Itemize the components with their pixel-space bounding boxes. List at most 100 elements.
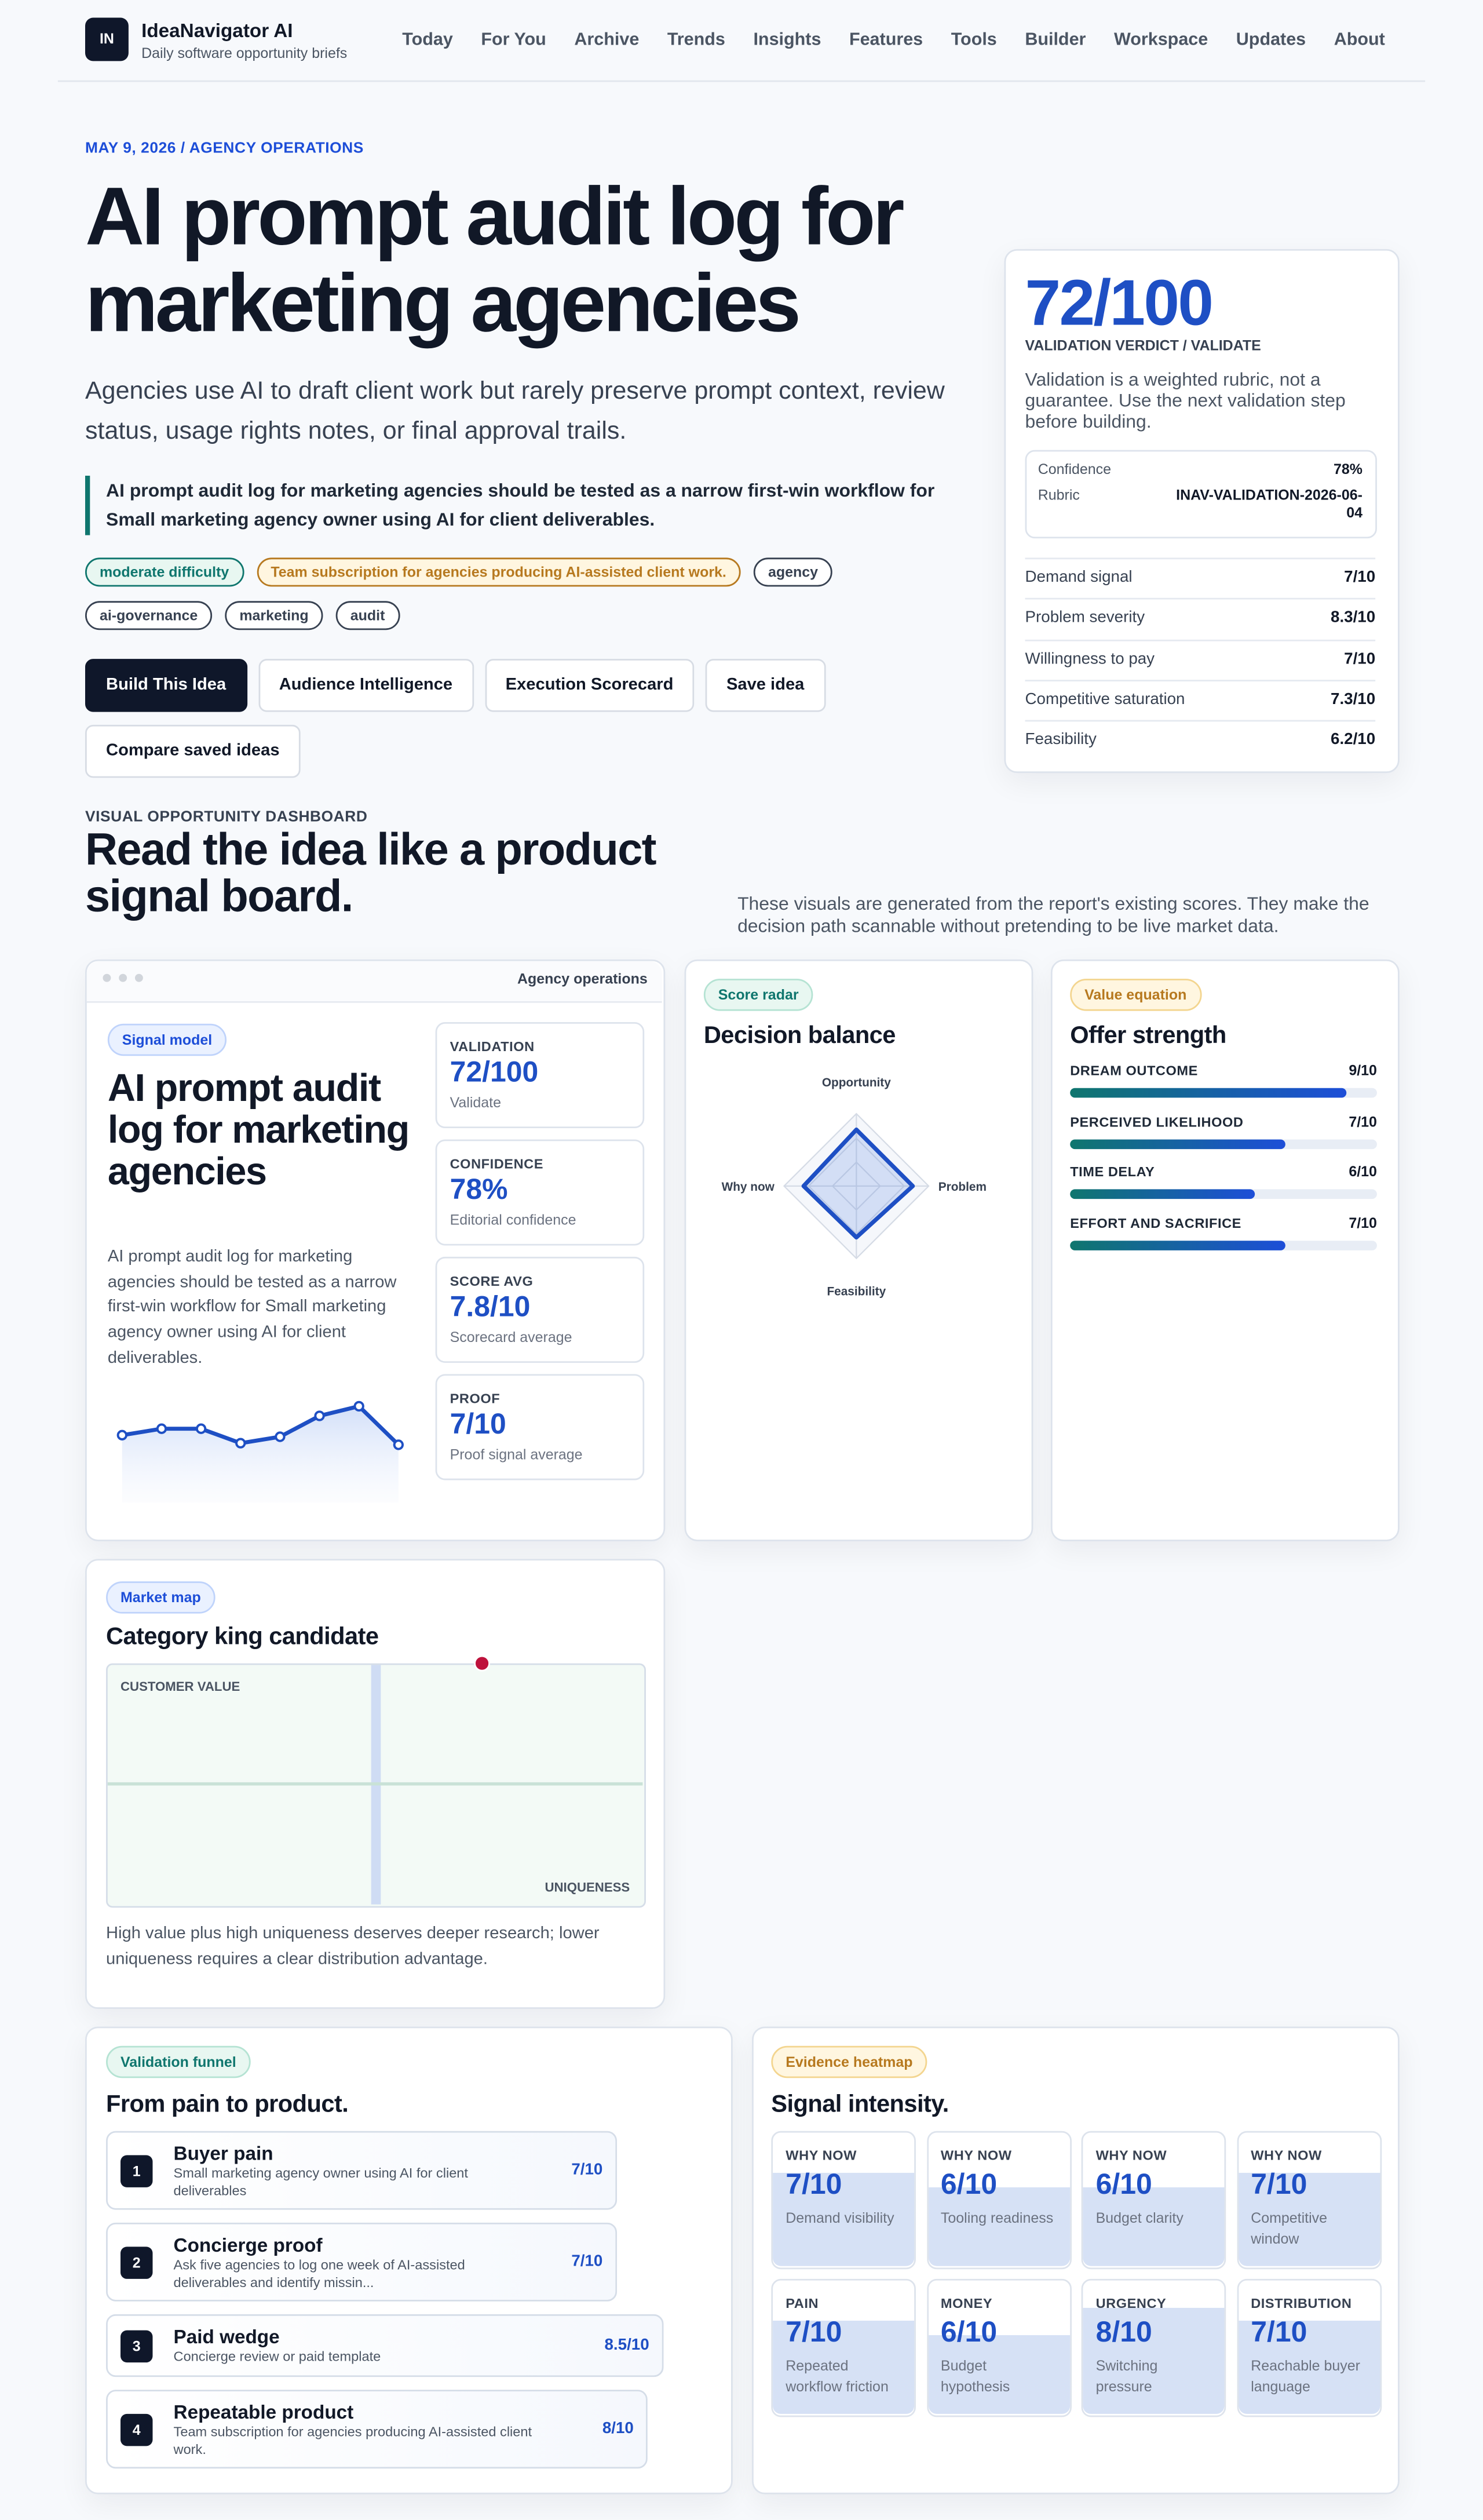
button[interactable]: Execution Scorecard xyxy=(484,659,695,712)
row-value: 7/10 xyxy=(1344,568,1376,587)
market-dot xyxy=(474,1655,490,1672)
metric-box xyxy=(435,1374,645,1480)
heat-label: WHY NOW xyxy=(940,2147,1012,2164)
step-score: 8.5/10 xyxy=(604,2336,649,2354)
card-title: Category king candidate xyxy=(106,1623,379,1651)
heat-label: MONEY xyxy=(940,2295,993,2311)
pill: Evidence heatmap xyxy=(771,2045,927,2078)
heat-fill xyxy=(773,2173,915,2266)
nav-link[interactable]: Tools xyxy=(951,30,997,50)
window-dots xyxy=(103,973,143,982)
nav-link[interactable]: Features xyxy=(849,30,923,50)
nav-link[interactable]: About xyxy=(1334,30,1385,50)
heat-fill xyxy=(1238,2321,1380,2414)
heat-caption: Tooling readiness xyxy=(940,2209,1054,2226)
market-caption: High value plus high uniqueness deserves… xyxy=(106,1923,600,1969)
offer-label: PERCEIVED LIKELIHOOD xyxy=(1070,1113,1244,1129)
step-score: 8/10 xyxy=(602,2419,634,2438)
funnel-step: 3 Paid wedge Concierge review or paid temp… xyxy=(106,2314,664,2377)
funnel-steps: 1 Buyer pain Small marketing agency owner … xyxy=(106,2131,664,2469)
tag: agency xyxy=(754,557,833,587)
metric-caption: Proof signal average xyxy=(450,1446,583,1463)
sparkline-point xyxy=(235,1438,246,1449)
nav-link[interactable]: Builder xyxy=(1025,30,1086,50)
eyebrow: MAY 9, 2026 / AGENCY OPERATIONS xyxy=(85,140,364,158)
card-title: Offer strength xyxy=(1070,1022,1226,1050)
sparkline-point xyxy=(314,1410,325,1421)
metric-label: PROOF xyxy=(450,1390,501,1406)
dashboard-eyebrow: VISUAL OPPORTUNITY DASHBOARD xyxy=(85,808,368,826)
bar xyxy=(1070,1088,1346,1098)
tag: ai-governance xyxy=(85,601,213,630)
sparkline-point xyxy=(275,1431,286,1442)
logo[interactable]: IN xyxy=(85,17,129,61)
sparkline-point xyxy=(156,1423,167,1434)
radar-label: Problem xyxy=(938,1180,987,1194)
step-title: Concierge proof xyxy=(173,2234,323,2257)
sparkline-point xyxy=(353,1401,364,1412)
meta-value: INAV-VALIDATION-2026-06-04 xyxy=(1176,487,1363,521)
heat-caption: Repeated workflow friction xyxy=(786,2357,889,2395)
nav-link[interactable]: For You xyxy=(481,30,546,50)
row-value: 8.3/10 xyxy=(1331,610,1376,628)
tag: audit xyxy=(335,601,400,630)
heat-label: URGENCY xyxy=(1095,2295,1167,2311)
button[interactable]: Audience Intelligence xyxy=(258,659,474,712)
heat-value: 7/10 xyxy=(1251,2315,1307,2348)
nav-link[interactable]: Today xyxy=(402,30,453,50)
dashboard-heading: Read the idea like a product signal boar… xyxy=(85,824,656,921)
nav-link[interactable]: Insights xyxy=(753,30,821,50)
sparkline-point xyxy=(116,1429,127,1440)
bar xyxy=(1070,1241,1285,1251)
step-number: 1 xyxy=(120,2154,153,2187)
meta-label: Confidence xyxy=(1038,461,1112,477)
metric-box xyxy=(435,1022,645,1129)
nav-link[interactable]: Trends xyxy=(667,30,725,50)
heat-caption: Switching pressure xyxy=(1095,2357,1158,2395)
heat-fill xyxy=(1238,2173,1380,2266)
tag: moderate difficulty xyxy=(85,557,244,587)
radar-label: Why now xyxy=(722,1180,775,1194)
heat-caption: Demand visibility xyxy=(786,2209,894,2226)
bar xyxy=(1070,1190,1255,1200)
metric-label: VALIDATION xyxy=(450,1038,535,1055)
offer-value: 7/10 xyxy=(1349,1113,1377,1129)
header-divider xyxy=(57,80,1426,82)
heat-label: WHY NOW xyxy=(1095,2147,1167,2164)
radar-label: Opportunity xyxy=(822,1076,891,1089)
axis-line xyxy=(107,1782,643,1786)
step-text: Team subscription for agencies producing… xyxy=(173,2423,532,2457)
tag: marketing xyxy=(225,601,323,630)
heat-value: 6/10 xyxy=(940,2168,998,2201)
verdict-note: Validation is a weighted rubric, not a g… xyxy=(1025,371,1346,433)
metric-value: 7.8/10 xyxy=(450,1290,531,1323)
offer-value: 9/10 xyxy=(1349,1062,1377,1079)
step-number: 3 xyxy=(120,2329,153,2362)
radar-chart: Opportunity Problem Feasibility Why now xyxy=(722,1076,987,1299)
button[interactable]: Compare saved ideas xyxy=(85,724,301,778)
row-label: Feasibility xyxy=(1025,731,1097,749)
nav-link[interactable]: Workspace xyxy=(1113,30,1208,50)
row-divider xyxy=(1025,557,1376,560)
heat-caption: Competitive window xyxy=(1251,2209,1328,2247)
heat-value: 7/10 xyxy=(1251,2168,1307,2201)
metric-caption: Scorecard average xyxy=(450,1329,572,1345)
nav-link[interactable]: Archive xyxy=(574,30,640,50)
meta-label: Rubric xyxy=(1038,487,1080,504)
button[interactable]: Save idea xyxy=(705,659,825,712)
heat-label: WHY NOW xyxy=(786,2147,857,2164)
heat-value: 6/10 xyxy=(940,2315,998,2348)
button[interactable]: Build This Idea xyxy=(85,659,247,712)
sparkline xyxy=(122,1404,400,1446)
brand[interactable]: IdeaNavigator AI xyxy=(141,19,293,42)
offer-label: DREAM OUTCOME xyxy=(1070,1062,1198,1079)
window-title: Agency operations xyxy=(517,971,648,987)
step-text: Small marketing agency owner using AI fo… xyxy=(173,2164,468,2198)
step-number: 2 xyxy=(120,2246,153,2278)
nav-link[interactable]: Updates xyxy=(1236,30,1306,50)
tagline: Daily software opportunity briefs xyxy=(141,45,348,61)
row-label: Demand signal xyxy=(1025,568,1133,587)
metric-box xyxy=(435,1139,645,1246)
bar xyxy=(1070,1139,1285,1149)
heat-label: WHY NOW xyxy=(1251,2147,1322,2164)
